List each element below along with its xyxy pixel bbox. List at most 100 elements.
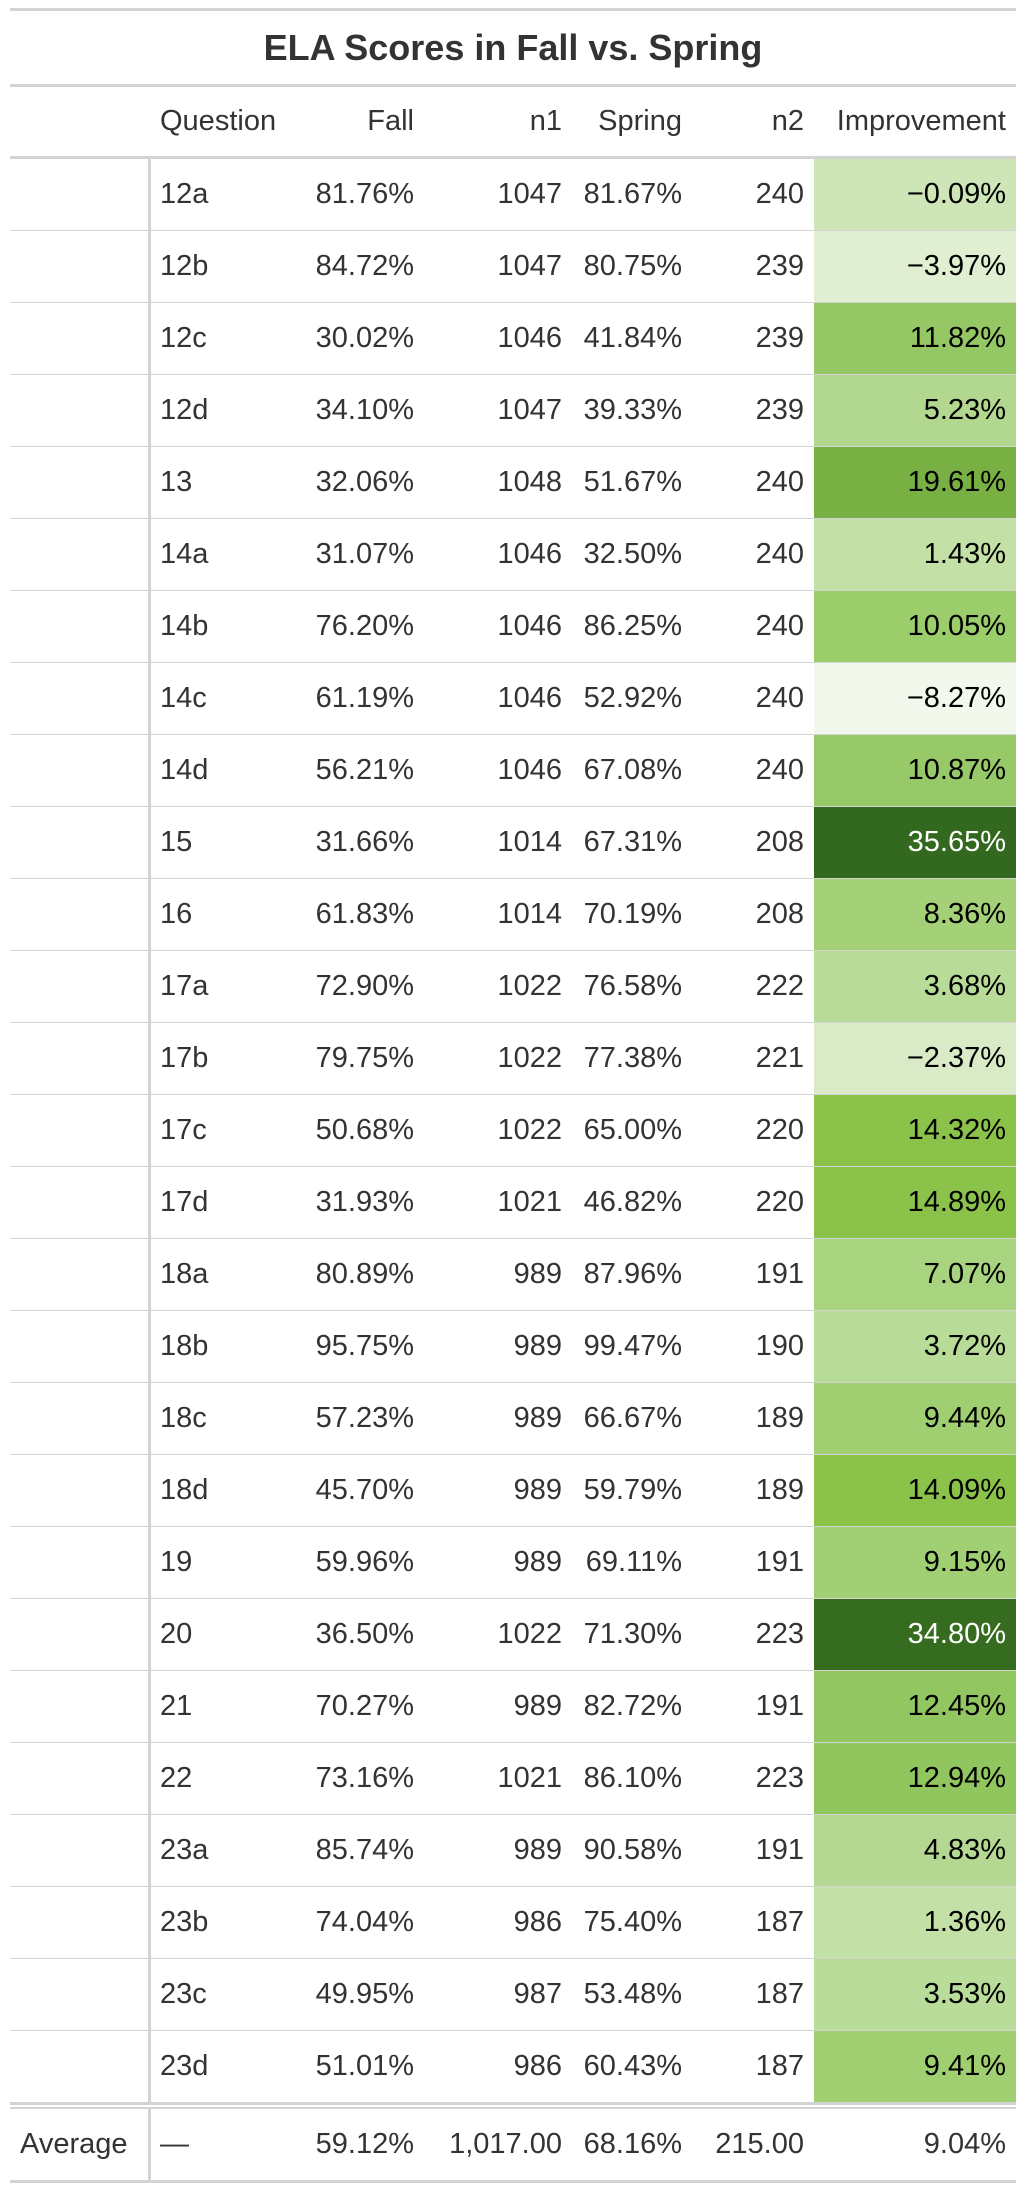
improvement-cell: 3.53% <box>814 1959 1016 2030</box>
stub-divider <box>148 1311 151 1382</box>
spring-cell: 86.25% <box>583 610 682 642</box>
stub-divider <box>148 1167 151 1238</box>
fall-cell: 85.74% <box>315 1834 414 1866</box>
table-row: 19 59.96% 989 69.11% 191 9.15% <box>10 1527 1016 1599</box>
row-stub-cell <box>10 951 148 1022</box>
stub-divider <box>148 159 151 230</box>
n2-cell: 191 <box>755 1834 804 1866</box>
question-cell: 23b <box>160 1906 209 1938</box>
summary-n1-cell: 1,017.00 <box>449 2128 562 2160</box>
fall-cell: 36.50% <box>315 1618 414 1650</box>
improvement-cell: 7.07% <box>814 1239 1016 1310</box>
question-cell: 15 <box>160 826 193 858</box>
improvement-cell: 4.83% <box>814 1815 1016 1886</box>
n1-cell: 1046 <box>497 322 562 354</box>
improvement-cell: 10.87% <box>814 735 1016 806</box>
spring-cell: 52.92% <box>583 682 682 714</box>
spring-cell: 67.31% <box>583 826 682 858</box>
row-stub-cell <box>10 879 148 950</box>
stub-divider <box>148 1959 151 2030</box>
summary-improvement-cell: 9.04% <box>923 2128 1006 2160</box>
spring-cell: 70.19% <box>583 898 682 930</box>
fall-cell: 49.95% <box>315 1978 414 2010</box>
stub-divider <box>148 1095 151 1166</box>
question-cell: 17d <box>160 1186 209 1218</box>
n1-cell: 986 <box>513 1906 562 1938</box>
question-cell: 21 <box>160 1690 193 1722</box>
n2-cell: 220 <box>755 1186 804 1218</box>
question-cell: 18a <box>160 1258 209 1290</box>
fall-cell: 80.89% <box>315 1258 414 1290</box>
spring-cell: 46.82% <box>583 1186 682 1218</box>
n2-cell: 191 <box>755 1546 804 1578</box>
spring-cell: 66.67% <box>583 1402 682 1434</box>
n2-cell: 187 <box>755 1978 804 2010</box>
table-row: 17c 50.68% 1022 65.00% 220 14.32% <box>10 1095 1016 1167</box>
n1-cell: 1046 <box>497 754 562 786</box>
row-stub-cell <box>10 1167 148 1238</box>
n2-cell: 240 <box>755 754 804 786</box>
fall-cell: 57.23% <box>315 1402 414 1434</box>
fall-cell: 45.70% <box>315 1474 414 1506</box>
improvement-cell: −0.09% <box>814 159 1016 230</box>
column-header-n1: n1 <box>529 105 562 137</box>
question-cell: 18c <box>160 1402 207 1434</box>
improvement-cell: 3.68% <box>814 951 1016 1022</box>
n2-cell: 189 <box>755 1402 804 1434</box>
spring-cell: 99.47% <box>583 1330 682 1362</box>
spring-cell: 71.30% <box>583 1618 682 1650</box>
scores-table: ELA Scores in Fall vs. Spring Question F… <box>10 8 1016 2183</box>
row-stub-cell <box>10 303 148 374</box>
improvement-cell: 1.36% <box>814 1887 1016 1958</box>
row-stub-cell <box>10 1671 148 1742</box>
improvement-cell: 34.80% <box>814 1599 1016 1670</box>
column-header-spring: Spring <box>598 105 682 137</box>
row-stub-cell <box>10 1455 148 1526</box>
n1-cell: 1046 <box>497 538 562 570</box>
row-stub-cell <box>10 807 148 878</box>
table-row: 23d 51.01% 986 60.43% 187 9.41% <box>10 2031 1016 2103</box>
question-cell: 23d <box>160 2050 209 2082</box>
n2-cell: 240 <box>755 538 804 570</box>
fall-cell: 79.75% <box>315 1042 414 1074</box>
summary-row-average: Average — 59.12% 1,017.00 68.16% 215.00 … <box>10 2103 1016 2183</box>
fall-cell: 30.02% <box>315 322 414 354</box>
stub-divider <box>148 303 151 374</box>
table-row: 16 61.83% 1014 70.19% 208 8.36% <box>10 879 1016 951</box>
n2-cell: 239 <box>755 394 804 426</box>
n2-cell: 240 <box>755 610 804 642</box>
row-stub-cell <box>10 375 148 446</box>
spring-cell: 76.58% <box>583 970 682 1002</box>
stub-divider <box>148 375 151 446</box>
spring-cell: 80.75% <box>583 250 682 282</box>
table-row: 12d 34.10% 1047 39.33% 239 5.23% <box>10 375 1016 447</box>
n1-cell: 989 <box>513 1834 562 1866</box>
fall-cell: 31.66% <box>315 826 414 858</box>
stub-divider <box>148 1239 151 1310</box>
stub-divider <box>148 1671 151 1742</box>
title-top-rule <box>10 8 1016 11</box>
n1-cell: 989 <box>513 1402 562 1434</box>
table-row: 23a 85.74% 989 90.58% 191 4.83% <box>10 1815 1016 1887</box>
n2-cell: 223 <box>755 1618 804 1650</box>
stub-divider <box>148 951 151 1022</box>
fall-cell: 31.07% <box>315 538 414 570</box>
question-cell: 13 <box>160 466 193 498</box>
improvement-cell: 14.09% <box>814 1455 1016 1526</box>
n1-cell: 1047 <box>497 178 562 210</box>
fall-cell: 74.04% <box>315 1906 414 1938</box>
summary-question-cell: — <box>160 2128 189 2160</box>
question-cell: 19 <box>160 1546 193 1578</box>
n1-cell: 1047 <box>497 394 562 426</box>
spring-cell: 67.08% <box>583 754 682 786</box>
spring-cell: 59.79% <box>583 1474 682 1506</box>
spring-cell: 81.67% <box>583 178 682 210</box>
fall-cell: 72.90% <box>315 970 414 1002</box>
improvement-cell: 14.32% <box>814 1095 1016 1166</box>
row-stub-cell <box>10 735 148 806</box>
question-cell: 12a <box>160 178 209 210</box>
n1-cell: 1022 <box>497 970 562 1002</box>
stub-divider <box>148 447 151 518</box>
fall-cell: 59.96% <box>315 1546 414 1578</box>
stub-divider <box>148 1455 151 1526</box>
